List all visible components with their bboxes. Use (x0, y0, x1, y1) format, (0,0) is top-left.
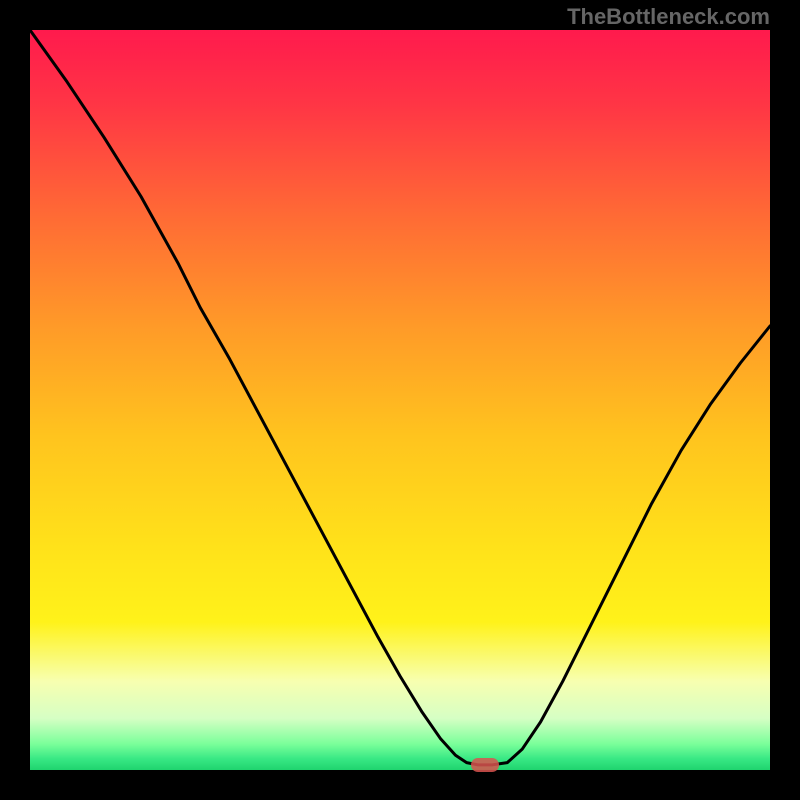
plot-area (30, 30, 770, 770)
optimal-point-marker (471, 758, 499, 772)
chart-container: TheBottleneck.com (0, 0, 800, 800)
watermark-text: TheBottleneck.com (567, 4, 770, 30)
bottleneck-curve (30, 30, 770, 770)
